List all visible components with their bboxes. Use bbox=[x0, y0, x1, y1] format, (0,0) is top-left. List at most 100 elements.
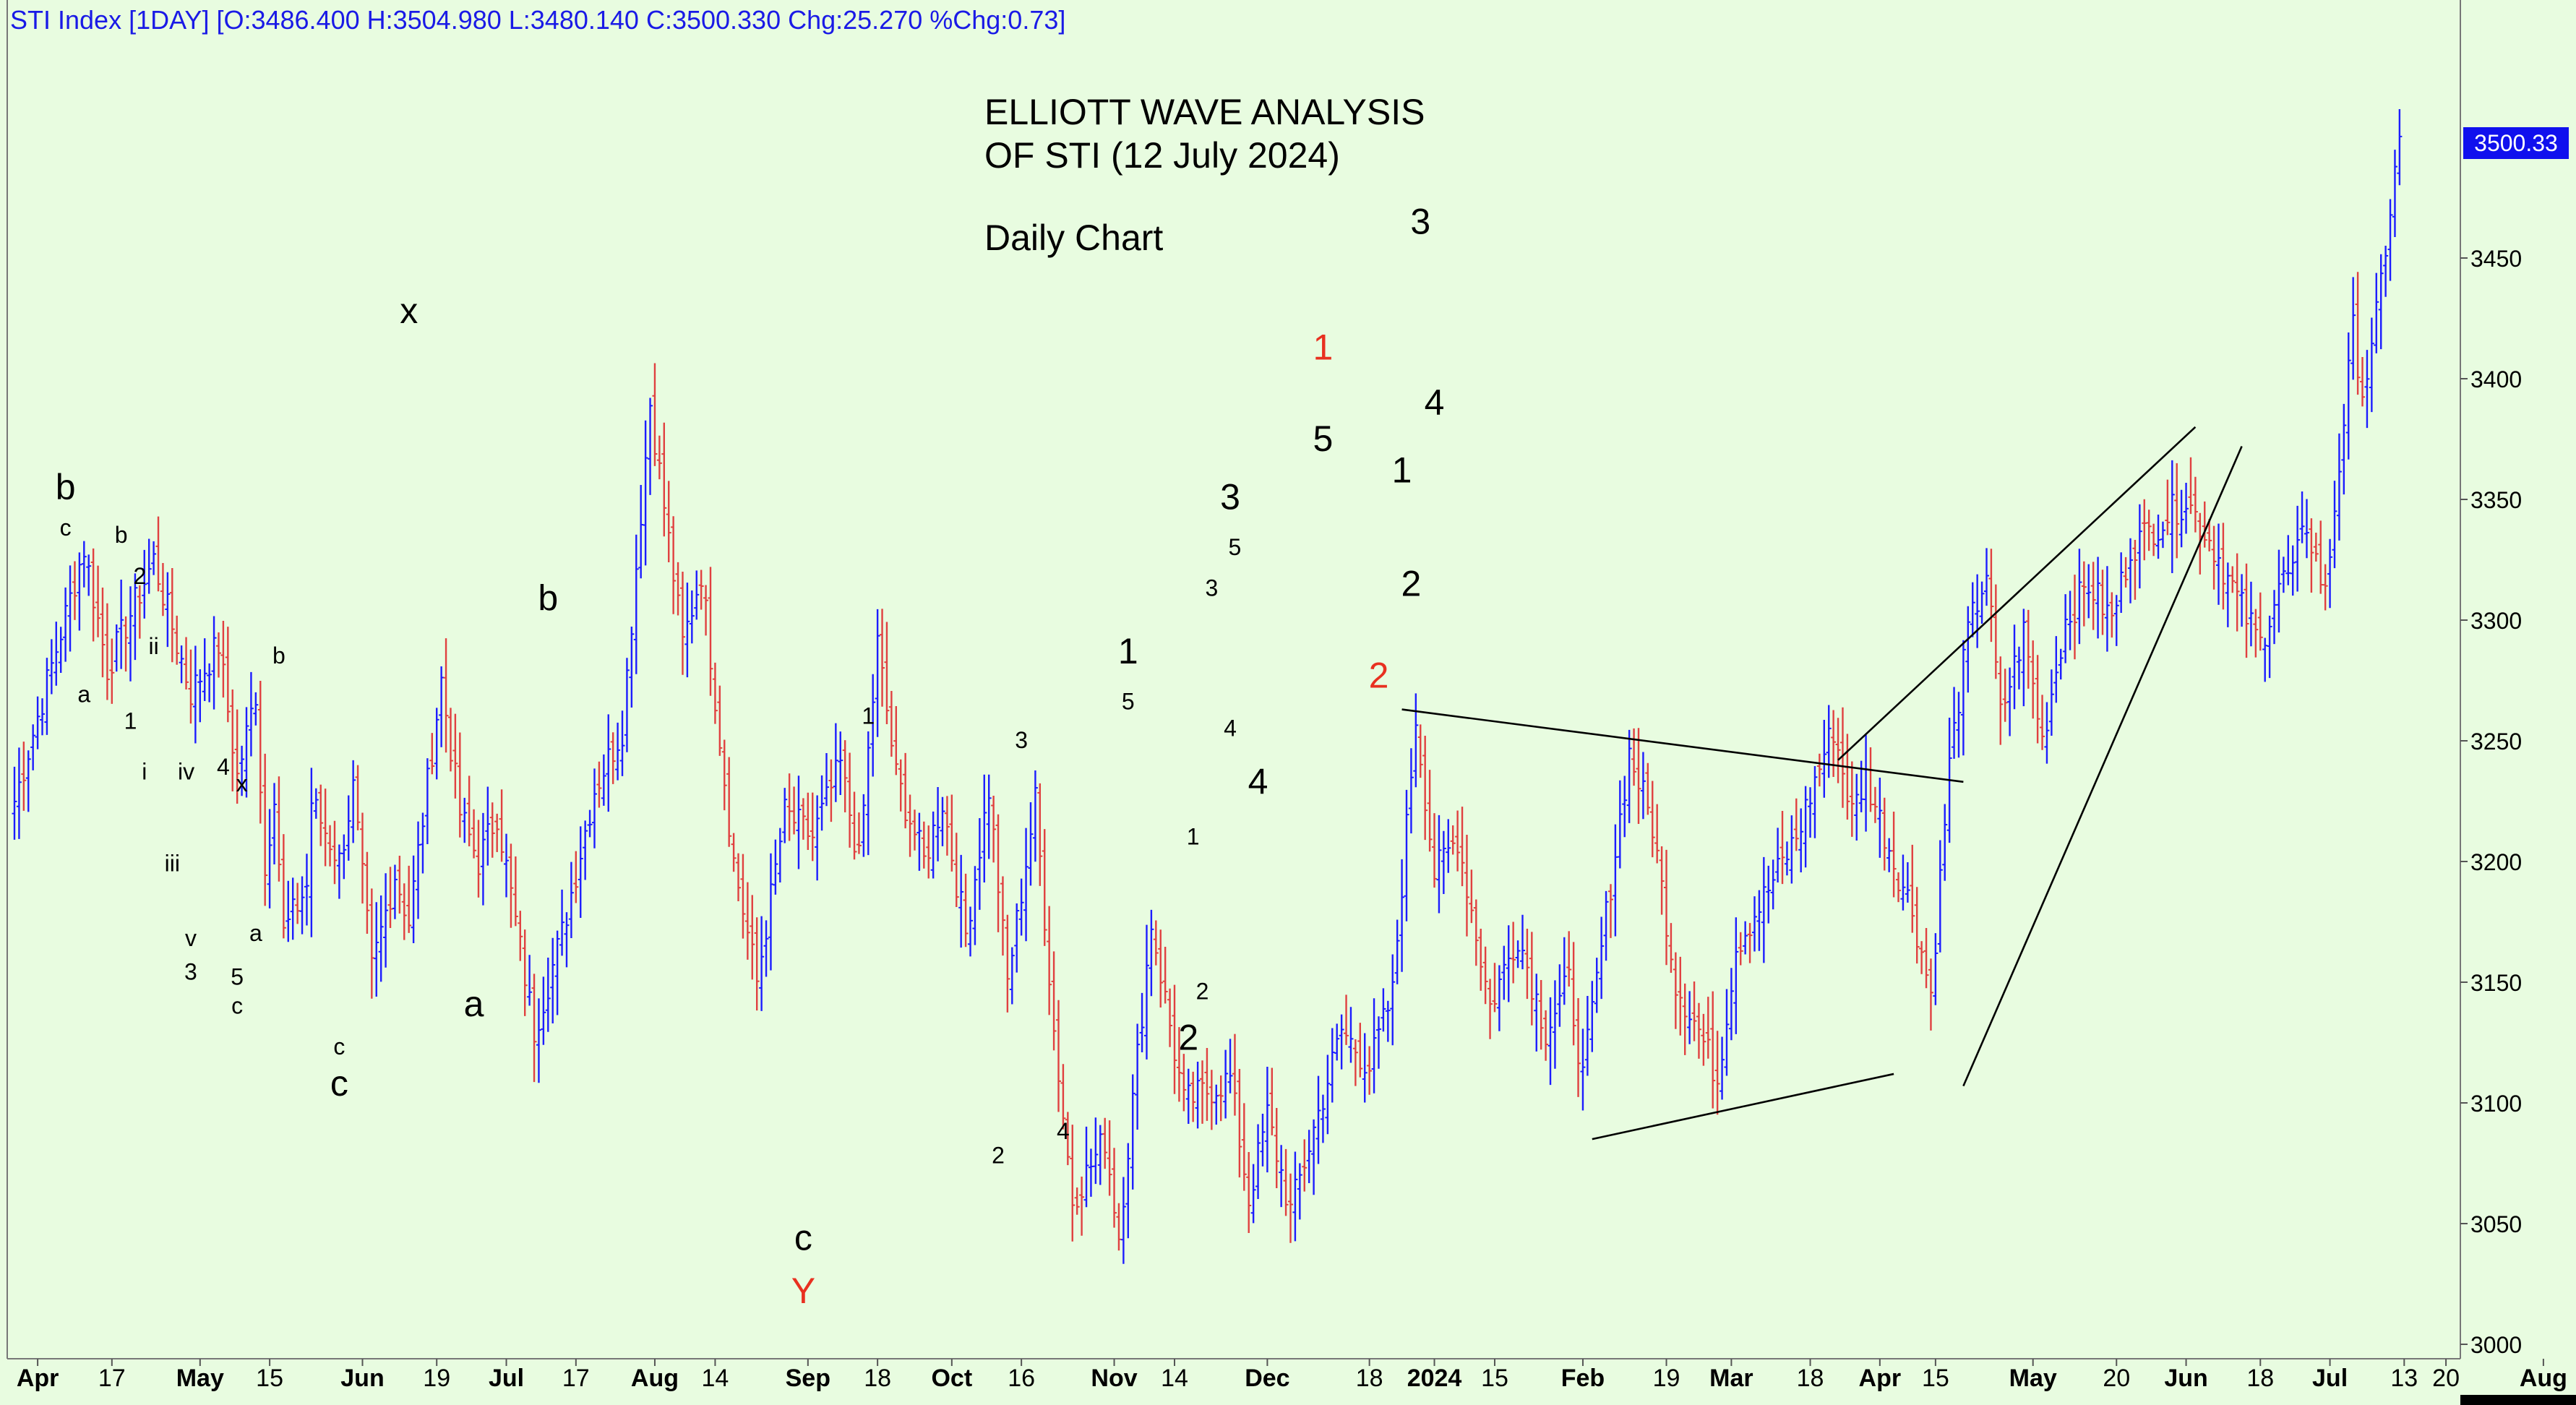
ohlc-bar bbox=[2178, 489, 2184, 548]
ohlc-bar bbox=[648, 398, 653, 495]
ohlc-bar bbox=[313, 788, 319, 819]
ohlc-bar bbox=[703, 585, 709, 636]
ohlc-bar bbox=[1738, 932, 1743, 966]
ohlc-bar bbox=[1761, 856, 1766, 963]
ohlc-bar bbox=[420, 812, 426, 874]
ohlc-bar bbox=[1752, 896, 1757, 952]
ohlc-bar bbox=[1102, 1117, 1108, 1169]
ohlc-bar bbox=[629, 626, 635, 708]
ohlc-bar bbox=[1065, 1112, 1070, 1166]
ohlc-bar bbox=[494, 813, 500, 852]
ohlc-bar bbox=[299, 876, 305, 934]
ohlc-bar bbox=[1112, 1148, 1117, 1228]
ohlc-bar bbox=[1000, 876, 1005, 956]
ohlc-bar bbox=[1339, 1014, 1344, 1070]
ohlc-bar bbox=[1005, 914, 1010, 1013]
time-tick-label: Oct bbox=[931, 1365, 972, 1392]
time-tick-label: 14 bbox=[702, 1365, 729, 1392]
ohlc-bar bbox=[522, 929, 528, 1016]
time-tick-label: Jun bbox=[2164, 1365, 2207, 1392]
ohlc-bar bbox=[1385, 1000, 1391, 1042]
ohlc-bar bbox=[1446, 819, 1451, 873]
wave-label: ii bbox=[148, 633, 158, 659]
ohlc-bar bbox=[1436, 815, 1442, 914]
ohlc-bar bbox=[2285, 535, 2291, 585]
ohlc-bar bbox=[1060, 1064, 1066, 1130]
ohlc-bar bbox=[2007, 667, 2013, 736]
ohlc-bar bbox=[2299, 491, 2305, 543]
ohlc-bar bbox=[169, 567, 175, 663]
time-tick-label: Aug bbox=[631, 1365, 679, 1392]
ohlc-bar bbox=[2086, 564, 2092, 619]
ohlc-bar bbox=[1839, 707, 1845, 808]
ohlc-bar bbox=[1979, 581, 1985, 624]
ohlc-bar bbox=[805, 792, 811, 850]
ohlc-bar bbox=[341, 834, 347, 880]
ohlc-bar bbox=[810, 792, 815, 862]
ohlc-bar bbox=[272, 783, 278, 864]
ohlc-bar bbox=[192, 645, 198, 744]
ohlc-bar bbox=[708, 567, 713, 696]
wave-label: c bbox=[60, 515, 72, 541]
ohlc-bar bbox=[318, 784, 324, 846]
ohlc-bar bbox=[1877, 778, 1883, 858]
ohlc-bar bbox=[1074, 1187, 1080, 1215]
ohlc-bar bbox=[1375, 1016, 1381, 1069]
ohlc-bar bbox=[309, 768, 314, 937]
ohlc-bar bbox=[2035, 655, 2040, 744]
ohlc-bar bbox=[1417, 724, 1423, 778]
ohlc-bar bbox=[1933, 933, 1939, 1005]
ohlc-bar bbox=[35, 696, 40, 749]
ohlc-bar bbox=[1965, 606, 1971, 693]
ohlc-bar bbox=[2192, 476, 2198, 533]
ohlc-bar bbox=[360, 812, 365, 904]
ohlc-bar bbox=[2077, 549, 2082, 645]
ohlc-bar bbox=[1496, 965, 1502, 1031]
corner-scrollbar[interactable] bbox=[2460, 1395, 2576, 1405]
ohlc-bar bbox=[1459, 807, 1465, 887]
time-tick-label: 18 bbox=[864, 1365, 891, 1392]
ohlc-bar bbox=[1473, 899, 1479, 966]
ohlc-bar bbox=[1204, 1047, 1210, 1121]
wave-label: c bbox=[330, 1063, 348, 1104]
ohlc-bar bbox=[1125, 1143, 1131, 1239]
ohlc-bar bbox=[1422, 736, 1428, 841]
ohlc-bar bbox=[1775, 828, 1781, 883]
ohlc-bar bbox=[504, 833, 510, 898]
ohlc-bar bbox=[819, 775, 825, 831]
ohlc-bar bbox=[791, 786, 797, 835]
ohlc-bar bbox=[2322, 564, 2328, 611]
ohlc-bar bbox=[573, 851, 579, 903]
ohlc-bar bbox=[230, 689, 236, 792]
ohlc-bar bbox=[2090, 562, 2096, 630]
ohlc-bar bbox=[2169, 460, 2175, 574]
ohlc-bar bbox=[1149, 909, 1154, 997]
ohlc-bar bbox=[429, 733, 435, 775]
ohlc-bar bbox=[2165, 479, 2171, 536]
ohlc-bar bbox=[726, 757, 732, 847]
ohlc-bar bbox=[963, 873, 969, 948]
ohlc-bar bbox=[898, 759, 903, 812]
wave-label: 3 bbox=[1015, 727, 1028, 753]
ohlc-bar bbox=[1320, 1094, 1326, 1143]
ohlc-bar bbox=[856, 812, 862, 854]
ohlc-bar bbox=[531, 974, 537, 1083]
ohlc-bar bbox=[72, 561, 77, 620]
ohlc-bar bbox=[1849, 761, 1855, 837]
ohlc-bar bbox=[750, 895, 755, 980]
ohlc-bar bbox=[1325, 1054, 1331, 1135]
wave-label: b bbox=[272, 643, 285, 669]
title-line-1: ELLIOTT WAVE ANALYSIS bbox=[984, 92, 1425, 132]
ohlc-bar bbox=[58, 627, 64, 674]
ohlc-bar bbox=[578, 826, 583, 918]
ohlc-bar bbox=[1441, 830, 1446, 894]
ohlc-bar bbox=[113, 624, 119, 672]
wave-label: i bbox=[142, 758, 147, 784]
ohlc-bar bbox=[2155, 515, 2161, 559]
ohlc-bar bbox=[239, 745, 245, 796]
ohlc-bar bbox=[958, 854, 964, 948]
price-tick-label: 3000 bbox=[2470, 1332, 2522, 1358]
ohlc-bar bbox=[1014, 903, 1020, 973]
